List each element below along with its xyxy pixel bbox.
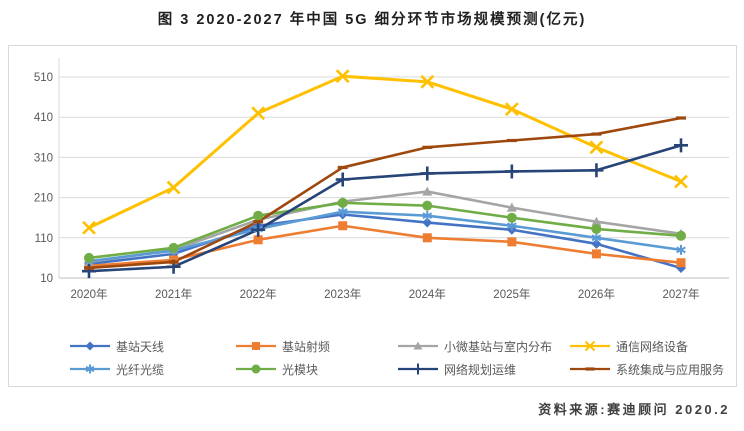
legend-marker-triangle-icon: [398, 341, 438, 350]
legend-item-3: 通信网络设备: [569, 338, 729, 354]
svg-text:10: 10: [40, 273, 53, 285]
legend-marker-square-icon: [236, 342, 276, 350]
svg-text:2024年: 2024年: [409, 287, 446, 301]
svg-text:2027年: 2027年: [662, 287, 699, 301]
svg-text:110: 110: [35, 233, 53, 245]
legend-item-1: 基站射频: [235, 338, 397, 354]
legend-label: 光纤光缆: [116, 362, 165, 377]
legend-item-2: 小微基站与室内分布: [397, 338, 569, 354]
svg-text:210: 210: [34, 193, 53, 205]
legend-item-0: 基站天线: [69, 338, 235, 354]
legend-marker-x-icon: [570, 340, 610, 352]
legend-item-6: 网络规划运维: [397, 361, 569, 377]
legend-marker-circle-icon: [236, 364, 276, 374]
svg-text:2023年: 2023年: [324, 287, 361, 301]
legend-marker-plus-icon: [398, 363, 438, 375]
svg-text:410: 410: [34, 112, 53, 124]
legend-label: 网络规划运维: [444, 362, 517, 377]
legend-marker-diamond-icon: [70, 341, 110, 351]
svg-text:2022年: 2022年: [240, 287, 277, 301]
svg-text:310: 310: [34, 152, 53, 164]
legend-label: 通信网络设备: [616, 339, 689, 354]
svg-text:2021年: 2021年: [155, 287, 192, 301]
plot-area: 10 110 210 310 410 510 2020年 2021年 2022年 2023年 202…: [34, 58, 729, 301]
svg-text:2020年: 2020年: [70, 287, 107, 301]
legend-item-5: 光模块: [235, 361, 397, 377]
legend-label: 光模块: [282, 362, 319, 377]
legend-marker-asterisk-icon: [70, 364, 110, 374]
legend-marker-dash-icon: [570, 367, 610, 371]
legend-label: 系统集成与应用服务: [616, 362, 725, 377]
chart-title: 图 3 2020-2027 年中国 5G 细分环节市场规模预测(亿元): [157, 12, 587, 28]
legend-label: 基站射频: [282, 339, 331, 354]
svg-text:2025年: 2025年: [493, 287, 530, 301]
chart-frame: 10 110 210 310 410 510 2020年 2021年 2022年 2023年 202…: [8, 45, 737, 387]
legend-item-4: 光纤光缆: [69, 361, 235, 377]
legend-item-7: 系统集成与应用服务: [569, 361, 729, 377]
legend-label: 基站天线: [116, 339, 165, 354]
chart-legend: 基站天线 基站射频 小微基站与室内分布 通信网络设备光纤光缆 光模块 网络规划运维 系统集成…: [69, 338, 729, 377]
svg-text:2026年: 2026年: [578, 287, 615, 301]
source-attribution: 资料来源:赛迪顾问 2020.2: [538, 402, 730, 417]
svg-text:510: 510: [34, 72, 53, 84]
legend-label: 小微基站与室内分布: [444, 339, 553, 354]
